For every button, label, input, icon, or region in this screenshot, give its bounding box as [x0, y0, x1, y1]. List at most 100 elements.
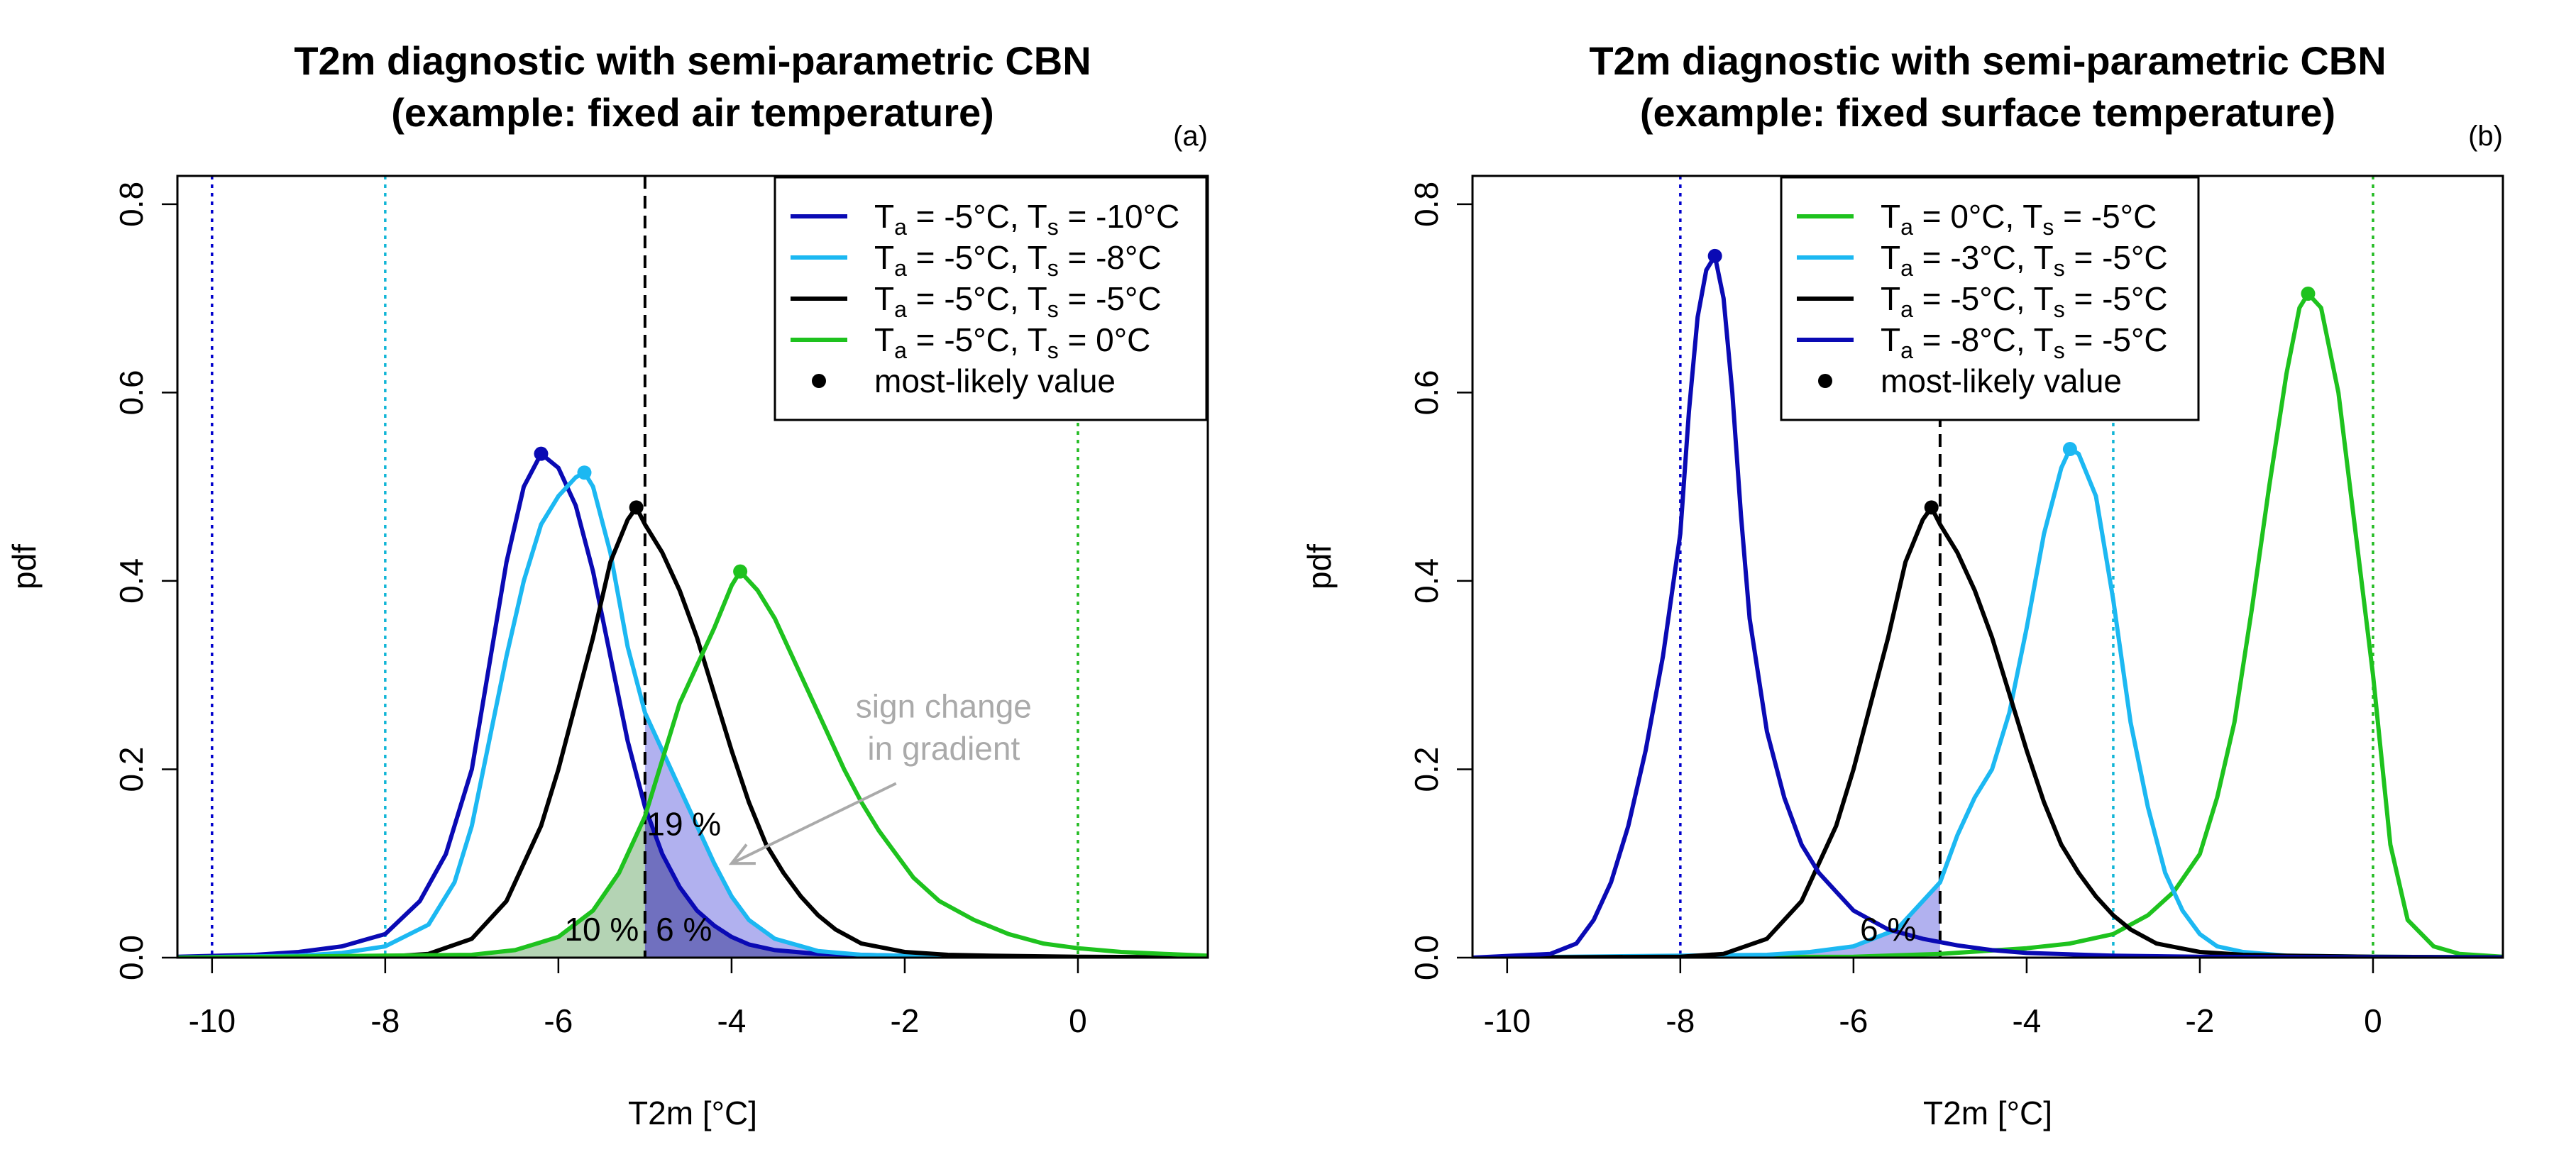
- legend-label-part: = -5°C, T: [907, 198, 1047, 235]
- arrow-head: [728, 843, 756, 865]
- shaded-area: [1473, 882, 1940, 958]
- series-line: [177, 451, 1208, 958]
- legend-label-part: = -5°C, T: [907, 321, 1047, 358]
- peak-point: [2062, 442, 2077, 457]
- legend-label-part: s: [2054, 255, 2065, 281]
- legend-label-part: a: [1900, 297, 1913, 322]
- plot-frame: [176, 175, 1209, 959]
- legend-label-part: T: [1881, 198, 1900, 235]
- x-tick-label: -6: [544, 1002, 573, 1039]
- legend-label-part: s: [1047, 338, 1059, 363]
- legend-label: Ta = -5°C, Ts = 0°C: [874, 321, 1150, 363]
- annotation-label: 6 %: [1860, 911, 1916, 948]
- series-line: [1473, 505, 2503, 958]
- legend-label-part: T: [874, 198, 894, 235]
- legend-label: Ta = -5°C, Ts = -8°C: [874, 239, 1162, 281]
- legend-label-part: = 0°C: [1059, 321, 1151, 358]
- y-tick-label: 0.8: [1408, 182, 1445, 227]
- x-tick-label: -8: [370, 1002, 400, 1039]
- legend-label-part: = -8°C: [1059, 239, 1162, 276]
- legend-label-part: a: [894, 338, 907, 363]
- x-tick-label: -8: [1666, 1002, 1695, 1039]
- peak-point: [629, 500, 644, 515]
- x-tick-label: 0: [2364, 1002, 2382, 1039]
- legend-label-part: = -5°C, T: [907, 280, 1047, 317]
- x-tick-label: -4: [2012, 1002, 2041, 1039]
- series-line: [177, 505, 1208, 958]
- annotation-label: 10 %: [564, 911, 639, 948]
- annotation-label: in gradient: [867, 730, 1020, 767]
- chart-title: T2m diagnostic with semi-parametric CBN: [294, 38, 1091, 83]
- legend-label-part: = -5°C, T: [1913, 280, 2054, 317]
- legend-label-part: T: [874, 280, 894, 317]
- legend-label-part: s: [1047, 255, 1059, 281]
- legend-label-part: a: [1900, 338, 1913, 363]
- legend-label: most-likely value: [874, 362, 1116, 399]
- y-tick-label: 0.0: [113, 935, 150, 980]
- x-tick-label: -6: [1839, 1002, 1868, 1039]
- x-tick-label: -10: [189, 1002, 236, 1039]
- legend-point: [812, 374, 826, 388]
- peak-point: [2301, 286, 2316, 301]
- chart-subtitle: (example: fixed air temperature): [391, 90, 994, 135]
- legend-label-part: T: [1881, 321, 1900, 358]
- y-tick-label: 0.0: [1408, 935, 1445, 980]
- y-tick-label: 0.2: [1408, 746, 1445, 792]
- legend-label-part: s: [1047, 297, 1059, 322]
- x-tick-label: -4: [717, 1002, 746, 1039]
- panel-label: (b): [2468, 121, 2503, 152]
- legend-label-part: = 0°C, T: [1913, 198, 2042, 235]
- legend-label: most-likely value: [1881, 362, 2122, 399]
- legend-label-part: = -5°C: [2065, 280, 2168, 317]
- legend: Ta = 0°C, Ts = -5°CTa = -3°C, Ts = -5°CT…: [1780, 176, 2200, 421]
- plot-area: [177, 176, 1208, 958]
- y-tick-label: 0.4: [1408, 558, 1445, 604]
- legend-label: Ta = 0°C, Ts = -5°C: [1881, 198, 2157, 240]
- y-tick-label: 0.2: [113, 746, 150, 792]
- series-line: [177, 470, 1208, 958]
- series-line: [177, 569, 1208, 958]
- legend-label-part: s: [1047, 214, 1059, 240]
- panel-label: (a): [1173, 121, 1208, 152]
- legend: Ta = -5°C, Ts = -10°CTa = -5°C, Ts = -8°…: [774, 176, 1208, 421]
- peak-point: [1924, 500, 1939, 515]
- panel-b: T2m diagnostic with semi-parametric CBN (…: [1301, 38, 2504, 1131]
- series-line: [1473, 292, 2503, 958]
- series-line: [1473, 447, 2503, 958]
- y-axis-label: pdf: [1301, 544, 1338, 589]
- legend-label: Ta = -8°C, Ts = -5°C: [1881, 321, 2168, 363]
- legend-label-part: = -5°C, T: [907, 239, 1047, 276]
- x-tick-label: -10: [1484, 1002, 1531, 1039]
- series-line: [1473, 253, 2503, 958]
- panel-a: T2m diagnostic with semi-parametric CBN (…: [6, 38, 1209, 1131]
- legend-label-part: T: [1881, 239, 1900, 276]
- legend-label-part: a: [894, 297, 907, 322]
- x-tick-label: -2: [890, 1002, 919, 1039]
- legend-label-part: s: [2042, 214, 2054, 240]
- legend-label-part: = -3°C, T: [1913, 239, 2054, 276]
- legend-label: Ta = -5°C, Ts = -10°C: [874, 198, 1179, 240]
- legend-label-part: s: [2054, 338, 2065, 363]
- y-tick-label: 0.4: [113, 558, 150, 604]
- y-tick-label: 0.6: [113, 370, 150, 415]
- legend-point: [1818, 374, 1832, 388]
- legend-label-part: T: [874, 321, 894, 358]
- legend-label: Ta = -5°C, Ts = -5°C: [1881, 280, 2168, 322]
- legend-label-part: a: [894, 255, 907, 281]
- legend-label-part: T: [1881, 280, 1900, 317]
- legend-label-part: = -5°C: [2065, 321, 2168, 358]
- peak-point: [733, 564, 748, 579]
- legend-label-part: = -10°C: [1059, 198, 1180, 235]
- legend-label-part: a: [894, 214, 907, 240]
- shaded-area: [644, 807, 1208, 958]
- legend-label-part: a: [1900, 255, 1913, 281]
- annotation-label: sign change: [856, 687, 1032, 724]
- annotation-label: 19 %: [646, 805, 721, 842]
- legend-label-part: s: [2054, 297, 2065, 322]
- legend-label-part: a: [1900, 214, 1913, 240]
- peak-point: [534, 446, 549, 461]
- legend-label-part: T: [874, 239, 894, 276]
- annotation-arrow: [731, 782, 897, 865]
- plot-frame: [1471, 175, 2504, 959]
